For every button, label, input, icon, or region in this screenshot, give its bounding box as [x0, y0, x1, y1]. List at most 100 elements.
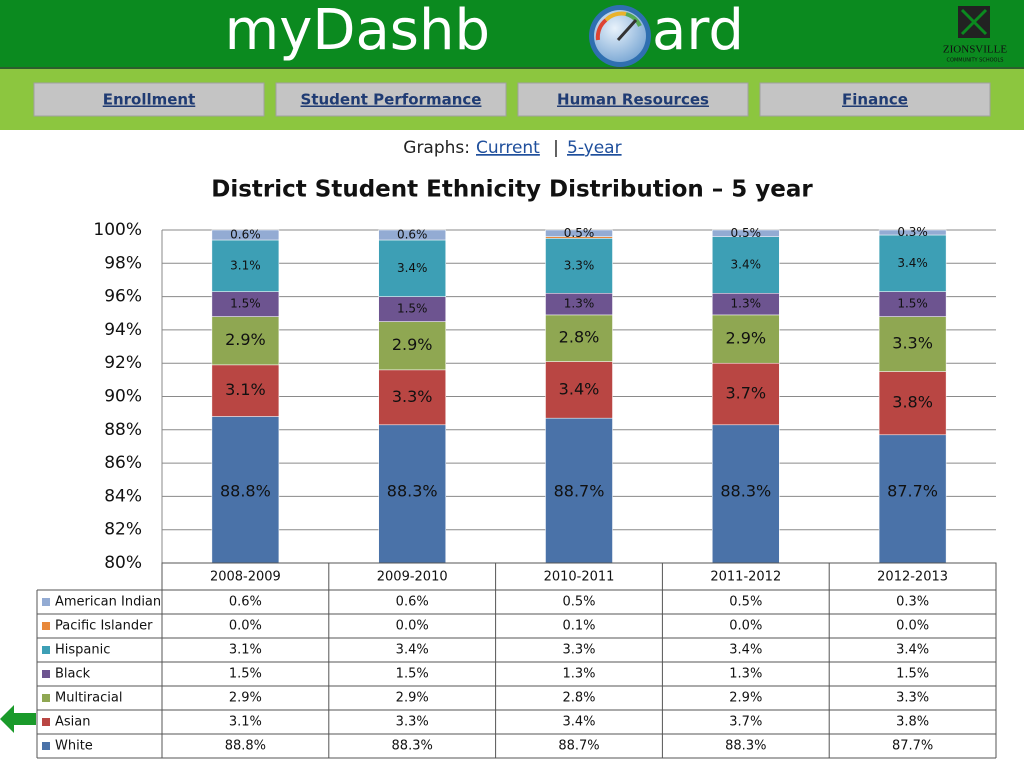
- nav-button[interactable]: [33, 82, 265, 117]
- data-label: 2.8%: [559, 328, 600, 347]
- data-label: 3.7%: [725, 384, 766, 403]
- bar-segment: [378, 239, 446, 297]
- table-cell: 88.3%: [392, 739, 433, 754]
- table-cell: 3.4%: [729, 643, 762, 658]
- table-cell: 1.3%: [729, 667, 762, 682]
- table-cell: 0.5%: [729, 595, 762, 610]
- data-label: 1.3%: [731, 297, 762, 311]
- data-label: 3.4%: [897, 256, 928, 270]
- bar-segment: [545, 238, 613, 294]
- table-cell: 3.3%: [396, 715, 429, 730]
- y-tick-label: 84%: [104, 486, 142, 506]
- data-label: 3.8%: [892, 393, 933, 412]
- table-header: 2012-2013: [877, 570, 948, 585]
- current-link[interactable]: Current: [476, 138, 540, 158]
- legend-swatch: [42, 694, 50, 702]
- table-cell: 0.0%: [396, 619, 429, 634]
- table-cell: 1.5%: [896, 667, 929, 682]
- y-tick-label: 90%: [104, 387, 142, 407]
- table-cell: 1.3%: [562, 667, 595, 682]
- table-header: 2009-2010: [377, 570, 448, 585]
- five-year-link[interactable]: 5-year: [567, 138, 622, 158]
- table-cell: 88.7%: [558, 739, 599, 754]
- data-label: 3.1%: [230, 258, 261, 272]
- table-cell: 3.1%: [229, 643, 262, 658]
- bar-segment: [378, 321, 446, 371]
- table-cell: 0.0%: [896, 619, 929, 634]
- bar-segment: [378, 369, 446, 426]
- bar-segment: [712, 236, 780, 294]
- table-cell: 3.4%: [562, 715, 595, 730]
- data-label: 3.3%: [564, 258, 595, 272]
- table-cell: 0.6%: [229, 595, 262, 610]
- data-label: 0.6%: [397, 227, 428, 241]
- table-cell: 88.3%: [725, 739, 766, 754]
- data-label: 88.3%: [387, 482, 438, 501]
- data-label: 88.3%: [720, 482, 771, 501]
- table-cell: 88.8%: [225, 739, 266, 754]
- table-cell: 3.3%: [896, 691, 929, 706]
- chart-title: District Student Ethnicity Distribution …: [211, 177, 813, 203]
- bar-segment: [878, 434, 947, 564]
- legend-label: Multiracial: [55, 691, 122, 706]
- table-cell: 3.4%: [896, 643, 929, 658]
- bar-segment: [878, 316, 947, 372]
- table-cell: 0.5%: [562, 595, 595, 610]
- table-cell: 2.9%: [729, 691, 762, 706]
- table-cell: 0.0%: [229, 619, 262, 634]
- bar-segment: [211, 316, 280, 366]
- legend-label: White: [55, 739, 93, 754]
- data-label: 88.8%: [220, 482, 271, 501]
- legend-swatch: [42, 670, 50, 678]
- graphs-label: Graphs:: [403, 138, 470, 158]
- school-name: ZIONSVILLE: [943, 44, 1007, 56]
- bar-segment: [878, 234, 947, 292]
- nav-label[interactable]: Student Performance: [301, 91, 482, 109]
- bar-segment: [712, 424, 780, 564]
- table-cell: 0.3%: [896, 595, 929, 610]
- y-tick-label: 92%: [104, 353, 142, 373]
- data-label: 0.6%: [230, 227, 261, 241]
- nav-label[interactable]: Enrollment: [103, 91, 196, 109]
- legend-label: Black: [55, 667, 91, 682]
- legend-label: American Indian: [55, 595, 161, 610]
- y-tick-label: 88%: [104, 420, 142, 440]
- table-header: 2011-2012: [710, 570, 781, 585]
- data-label: 88.7%: [554, 482, 605, 501]
- table-cell: 3.1%: [229, 715, 262, 730]
- bar-segment: [211, 364, 280, 417]
- nav-button[interactable]: [275, 82, 507, 117]
- table-cell: 1.5%: [396, 667, 429, 682]
- bar-segment: [878, 229, 947, 236]
- table-cell: 2.9%: [396, 691, 429, 706]
- table-cell: 3.8%: [896, 715, 929, 730]
- y-tick-label: 94%: [104, 320, 142, 340]
- back-arrow[interactable]: [0, 705, 36, 733]
- legend-swatch: [42, 718, 50, 726]
- y-tick-label: 98%: [104, 253, 142, 273]
- legend-label: Hispanic: [55, 643, 110, 658]
- table-cell: 3.7%: [729, 715, 762, 730]
- table-cell: 2.8%: [562, 691, 595, 706]
- header-bar: [0, 0, 1024, 68]
- gauge-icon: [589, 5, 651, 67]
- y-tick-label: 82%: [104, 520, 142, 540]
- y-tick-label: 86%: [104, 453, 142, 473]
- nav-label[interactable]: Human Resources: [557, 91, 709, 109]
- legend-swatch: [42, 598, 50, 606]
- y-tick-label: 100%: [93, 220, 142, 240]
- data-label: 0.5%: [731, 226, 762, 240]
- data-label: 3.1%: [225, 380, 266, 399]
- bar-segment: [545, 314, 613, 362]
- data-label: 0.3%: [897, 225, 928, 239]
- nav-button[interactable]: [759, 82, 991, 117]
- school-sub: COMMUNITY SCHOOLS: [947, 58, 1004, 64]
- bar-segment: [378, 296, 446, 322]
- nav-label[interactable]: Finance: [842, 91, 908, 109]
- nav-button[interactable]: [517, 82, 749, 117]
- bar-segment: [545, 417, 613, 564]
- data-label: 3.3%: [892, 334, 933, 353]
- bar-segment: [378, 229, 446, 241]
